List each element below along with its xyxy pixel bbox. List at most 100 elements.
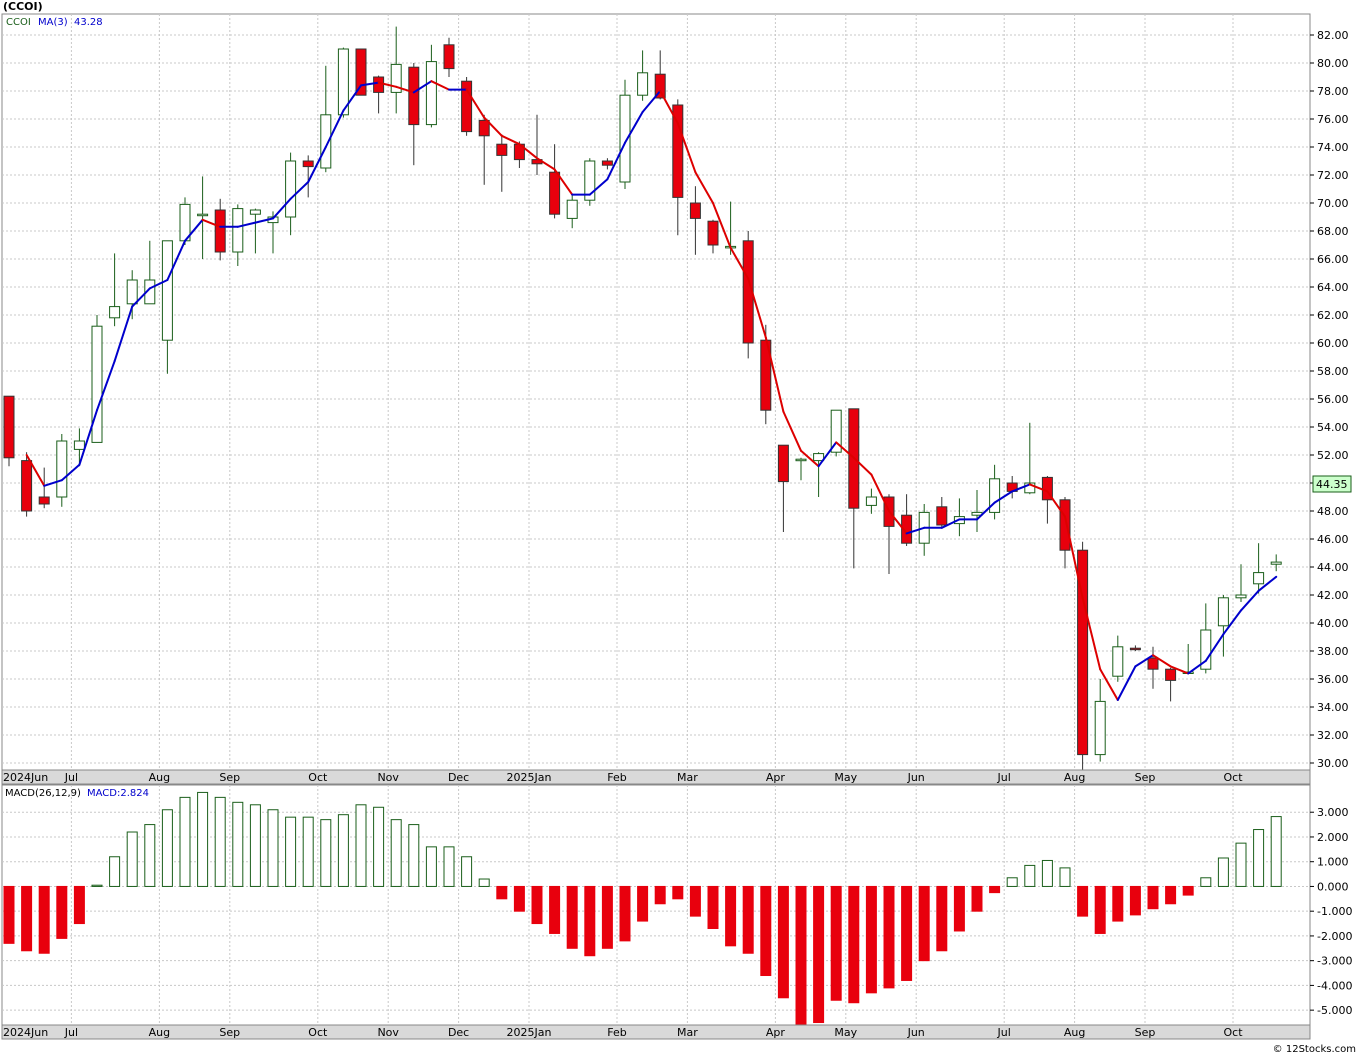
price-month-label: Oct bbox=[308, 771, 328, 784]
price-y-label: 34.00 bbox=[1317, 701, 1349, 714]
macd-bar-negative bbox=[1165, 885, 1177, 905]
price-y-label: 52.00 bbox=[1317, 449, 1349, 462]
macd-y-axis: 3.000 2.000 1.000 0.000 -1.000 -2.000 -3.000 -4… bbox=[1310, 806, 1352, 1017]
ma-segment bbox=[324, 109, 345, 148]
ma-segment bbox=[131, 287, 151, 308]
candle-body-up bbox=[197, 213, 209, 217]
price-month-label: Sep bbox=[219, 771, 240, 784]
ma-segment bbox=[113, 305, 134, 363]
macd-month-label: Oct bbox=[308, 1026, 328, 1039]
candle-body-down bbox=[549, 171, 561, 215]
price-y-label: 82.00 bbox=[1317, 29, 1349, 42]
ma-segment bbox=[518, 143, 538, 160]
candle-body-up bbox=[144, 279, 156, 305]
price-y-label: 64.00 bbox=[1317, 281, 1349, 294]
price-y-label: 44.00 bbox=[1317, 561, 1349, 574]
candle-body-up bbox=[1024, 482, 1036, 494]
ma-segment bbox=[940, 518, 961, 529]
price-y-label: 62.00 bbox=[1317, 309, 1349, 322]
macd-bar-negative bbox=[1077, 885, 1089, 917]
price-y-label: 58.00 bbox=[1317, 365, 1349, 378]
macd-bar-positive bbox=[126, 831, 138, 887]
macd-month-label: Feb bbox=[607, 1026, 626, 1039]
macd-bar-positive bbox=[214, 796, 226, 887]
candle-body-up bbox=[830, 409, 842, 453]
candle-body-up bbox=[390, 63, 402, 93]
ma-segment bbox=[1169, 665, 1190, 675]
candle-body-down bbox=[1147, 657, 1159, 670]
candle-body-up bbox=[285, 160, 297, 218]
ma-segment bbox=[993, 490, 1014, 504]
macd-bar-positive bbox=[1200, 877, 1212, 887]
price-y-label: 32.00 bbox=[1317, 729, 1349, 742]
macd-bar-negative bbox=[953, 885, 965, 932]
price-month-label: Aug bbox=[149, 771, 170, 784]
macd-histogram bbox=[3, 791, 1282, 1028]
ma-segment bbox=[624, 111, 644, 144]
candle-body-down bbox=[654, 73, 666, 99]
macd-bar-positive bbox=[373, 806, 385, 887]
macd-bar-negative bbox=[1129, 885, 1141, 916]
ma-segment bbox=[800, 449, 820, 468]
ma-segment bbox=[712, 202, 732, 249]
ma-segment bbox=[1116, 665, 1137, 701]
macd-y-label: 1.000 bbox=[1317, 856, 1349, 869]
last-price-tag-box bbox=[1312, 475, 1352, 493]
macd-bar-negative bbox=[971, 885, 983, 912]
candle-body-down bbox=[38, 496, 50, 505]
candle-body-down bbox=[478, 119, 490, 137]
watermark: © 12Stocks.com bbox=[1273, 1044, 1356, 1055]
macd-bar-positive bbox=[320, 819, 332, 887]
candle-body-down bbox=[21, 460, 33, 512]
price-y-label: 76.00 bbox=[1317, 113, 1349, 126]
ma-segment bbox=[1046, 490, 1066, 518]
macd-bar-positive bbox=[197, 791, 209, 887]
ma-segment bbox=[201, 218, 222, 228]
macd-bar-negative bbox=[637, 885, 649, 922]
ma-segment bbox=[1152, 654, 1172, 668]
candle-body-up bbox=[126, 279, 138, 305]
ma-segment bbox=[412, 80, 433, 94]
candle-body-up bbox=[1200, 629, 1212, 670]
macd-month-label: Dec bbox=[448, 1026, 469, 1039]
macd-bar-positive bbox=[355, 804, 367, 887]
ma-segment bbox=[289, 181, 310, 200]
ma-segment bbox=[1222, 609, 1242, 636]
macd-bar-negative bbox=[795, 885, 807, 1028]
legend-ma-label: MA(3) bbox=[38, 17, 68, 28]
macd-bar-negative bbox=[38, 885, 50, 954]
price-y-label: 68.00 bbox=[1317, 225, 1349, 238]
macd-bar-negative bbox=[777, 885, 789, 999]
ma-segment bbox=[852, 456, 873, 476]
macd-month-label: Jul bbox=[64, 1026, 78, 1039]
macd-bar-positive bbox=[390, 819, 402, 887]
macd-y-label: -5.000 bbox=[1317, 1004, 1352, 1017]
ma-segment bbox=[1011, 483, 1031, 493]
macd-bar-negative bbox=[654, 885, 666, 905]
candle-body-down bbox=[408, 66, 420, 126]
macd-bar-negative bbox=[901, 885, 913, 981]
candle-body-down bbox=[496, 143, 508, 156]
candle-body-down bbox=[373, 76, 385, 93]
candle-body-down bbox=[1129, 647, 1141, 651]
macd-legend-label: MACD(26,12,9) bbox=[5, 788, 81, 799]
ma-segment bbox=[60, 463, 81, 482]
price-month-label: 2024Jun bbox=[3, 771, 48, 784]
candle-body-up bbox=[1217, 597, 1229, 627]
ma-segment bbox=[641, 90, 662, 113]
candle-body-up bbox=[1253, 572, 1265, 585]
ma-segment bbox=[342, 84, 362, 112]
macd-month-label: Mar bbox=[677, 1026, 698, 1039]
candle-body-down bbox=[777, 444, 789, 483]
ma-segment bbox=[500, 134, 521, 146]
ma-segment bbox=[659, 90, 679, 125]
candle-body-down bbox=[1077, 549, 1089, 756]
macd-bar-positive bbox=[1006, 877, 1018, 887]
candle-body-up bbox=[584, 160, 596, 201]
macd-bar-positive bbox=[408, 824, 420, 887]
ma-segment bbox=[483, 116, 503, 137]
ma-segment bbox=[782, 410, 802, 452]
price-y-label: 70.00 bbox=[1317, 197, 1349, 210]
price-y-label: 42.00 bbox=[1317, 589, 1349, 602]
macd-bar-positive bbox=[144, 824, 156, 887]
